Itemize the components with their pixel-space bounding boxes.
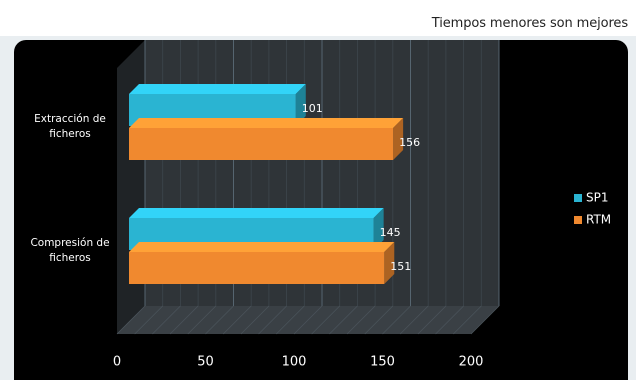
floor-gridline [435,305,464,335]
floor-gridline [187,305,217,335]
bar-rtm [129,252,385,284]
floor-gridline [364,305,394,335]
x-tick-label: 0 [113,355,121,370]
legend-label-sp1: SP1 [586,191,609,205]
floor-gridline [258,305,287,335]
floor-gridline [329,305,358,335]
floor-gridline [240,305,270,335]
category-label: ficheros [49,128,90,140]
floor-gridline [152,305,181,335]
chart-bars [129,84,404,284]
bar-top [129,242,395,252]
bar-end [393,118,404,160]
bar-chart: 101 156 145 151 Extracción de ficheros Compre… [30,40,611,370]
bar-end [384,242,395,284]
bar-top [129,118,404,128]
chart-category-labels: Extracción de ficheros Compresión de ficher… [30,113,109,264]
floor-gridline [470,305,500,335]
floor-gridline [453,305,482,335]
x-tick-label: 200 [459,355,484,370]
floor-gridline [399,305,429,335]
floor-gridline [205,305,234,335]
floor-gridline [417,305,447,335]
x-tick-label: 100 [282,355,307,370]
bar-top [129,84,306,94]
legend-swatch-sp1 [574,194,582,202]
chart-legend: SP1 RTM [574,191,611,227]
legend-swatch-rtm [574,216,582,224]
floor-gridline [276,305,305,335]
floor-gridline [134,305,163,335]
floor-gridline [169,305,199,335]
bar-end [373,208,384,250]
floor-gridline [222,305,252,335]
data-label: 151 [390,260,411,273]
bar-rtm [129,128,394,160]
data-label: 145 [380,226,401,239]
chart-data-labels: 101 156 145 151 [302,102,420,273]
floor-gridline [311,305,340,335]
legend-label-rtm: RTM [586,213,611,227]
data-label: 101 [302,102,323,115]
chart-container: 101 156 145 151 Extracción de ficheros Compre… [14,40,628,380]
category-label: Extracción de [34,113,106,125]
x-tick-label: 150 [370,355,395,370]
floor-gridline [293,305,323,335]
data-label: 156 [399,136,420,149]
floor-gridline [382,305,411,335]
chart-x-tick-labels: 0 50 100 150 200 [113,355,484,370]
floor-gridline [346,305,376,335]
bar-end [295,84,306,126]
category-label: Compresión de [30,237,109,249]
bar-top [129,208,384,218]
chart-caption: Tiempos menores son mejores [431,16,628,31]
x-tick-label: 50 [197,355,214,370]
floor-gridline [116,305,146,335]
category-label: ficheros [49,252,90,264]
